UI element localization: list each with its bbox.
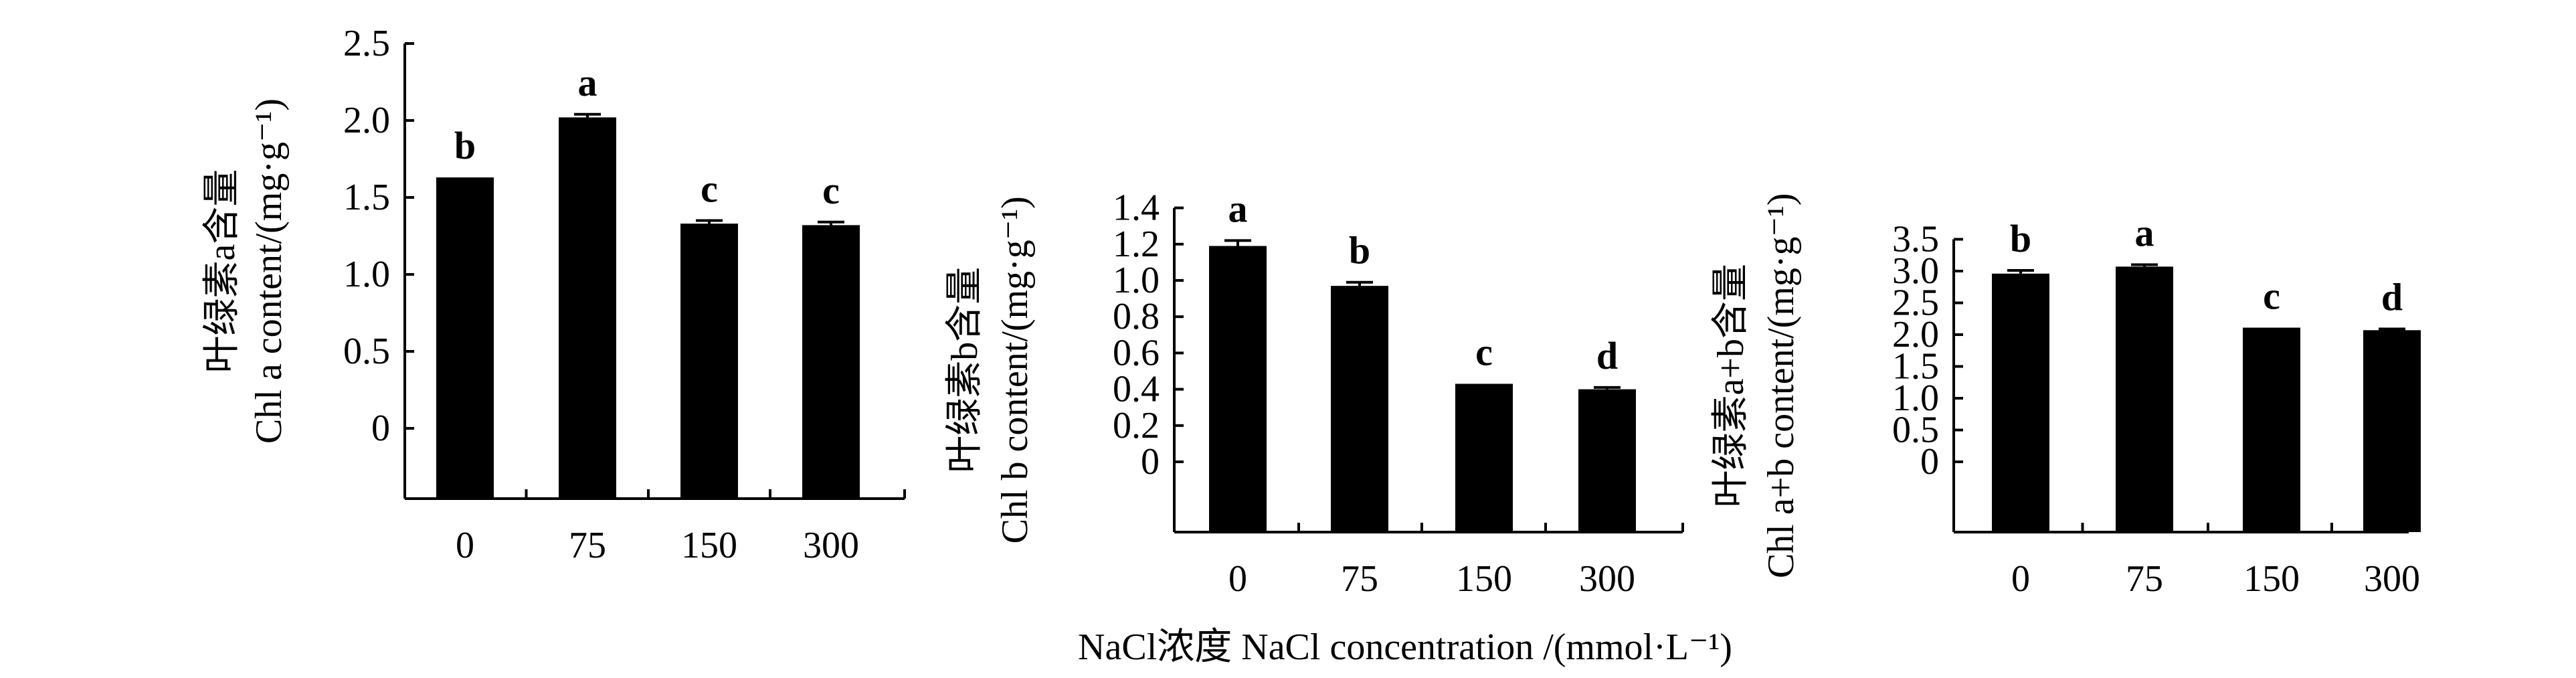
y-tick-label: 0 (1920, 441, 1939, 483)
significance-letter: c (701, 167, 718, 211)
bar (1455, 384, 1513, 532)
x-tick-label: 75 (569, 525, 606, 566)
x-tick-label: 150 (681, 525, 737, 566)
x-tick-label: 75 (2126, 558, 2163, 600)
x-tick-label: 0 (2011, 558, 2030, 600)
y-axis-title-en: Chl b content/(mg·g⁻¹) (994, 196, 1036, 543)
significance-letter: a (2135, 211, 2154, 255)
y-axis-title-en: Chl a content/(mg·g⁻¹) (248, 98, 290, 444)
y-axis-title-cn: 叶绿素a+b含量 (1710, 264, 1752, 507)
x-tick-label: 300 (2364, 558, 2420, 600)
y-tick-label: 3.5 (1892, 219, 1939, 260)
x-tick-label: 75 (1341, 558, 1378, 600)
y-tick-label: 1.5 (343, 177, 390, 218)
significance-letter: a (1228, 187, 1248, 230)
y-tick-label: 0.6 (1113, 332, 1160, 373)
significance-letter: b (454, 124, 476, 167)
bar (559, 117, 616, 499)
y-tick-label: 0.8 (1113, 296, 1160, 337)
bar (2363, 330, 2421, 532)
x-axis-title: NaCl浓度 NaCl concentration /(mmol·L⁻¹) (1078, 626, 1732, 668)
x-tick-label: 0 (1228, 558, 1247, 600)
y-tick-label: 0 (1141, 441, 1160, 483)
y-axis-title-en: Chl a+b content/(mg·g⁻¹) (1760, 193, 1802, 578)
y-tick-label: 1.2 (1113, 224, 1160, 265)
y-tick-label: 0.5 (1892, 410, 1939, 451)
bar (2243, 327, 2300, 532)
y-tick-label: 1.5 (1892, 346, 1939, 388)
bar (1992, 273, 2049, 532)
y-tick-label: 3.0 (1892, 250, 1939, 292)
y-tick-label: 0.4 (1113, 369, 1160, 410)
chart-panel-chl-b: 00.20.40.60.81.01.21.4 a0b75c150d300叶绿素b含… (944, 187, 1684, 600)
significance-letter: c (1475, 330, 1493, 373)
bar (2116, 266, 2173, 532)
chart-panel-chl-a: 0 0.5 1.0 1.5 2.0 2.5 b 0 a 75 c 150 c 300 叶绿素a含量 Chl a… (201, 23, 906, 566)
chart-panel-chl-ab: 00.51.01.52.02.53.03.5 b0a75c150d300叶绿素a+… (1710, 193, 2421, 600)
significance-letter: c (822, 169, 840, 212)
y-tick-label: 0.5 (343, 331, 390, 372)
x-tick-label: 150 (1456, 558, 1512, 600)
x-tick-label: 300 (803, 525, 859, 566)
y-axis-title-cn: 叶绿素a含量 (201, 169, 243, 373)
y-tick-label: 0.2 (1113, 405, 1160, 446)
bar (1331, 286, 1388, 532)
bar (680, 224, 738, 499)
x-tick-label: 300 (1579, 558, 1635, 600)
significance-letter: a (578, 61, 597, 104)
bar (802, 225, 860, 499)
y-tick-label: 0 (371, 408, 390, 449)
significance-letter: b (2010, 217, 2031, 260)
y-tick-label: 1.0 (1113, 260, 1160, 301)
y-tick-label: 2.0 (343, 100, 390, 141)
y-tick-label: 2.5 (1892, 282, 1939, 324)
y-tick-label: 1.0 (1892, 377, 1939, 419)
y-tick-label: 1.4 (1113, 187, 1160, 229)
y-tick-label: 2.0 (1892, 314, 1939, 355)
bar (1209, 246, 1267, 532)
y-tick-label: 2.5 (343, 23, 390, 64)
x-tick-label: 150 (2243, 558, 2300, 600)
significance-letter: d (2381, 275, 2403, 319)
bar (436, 177, 494, 499)
significance-letter: d (1596, 334, 1618, 377)
bar (1578, 389, 1636, 532)
y-tick-label: 1.0 (343, 254, 390, 295)
y-axis-title-cn: 叶绿素b含量 (944, 267, 986, 473)
x-tick-label: 0 (456, 525, 474, 566)
significance-letter: c (2263, 274, 2280, 318)
significance-letter: b (1349, 229, 1370, 272)
